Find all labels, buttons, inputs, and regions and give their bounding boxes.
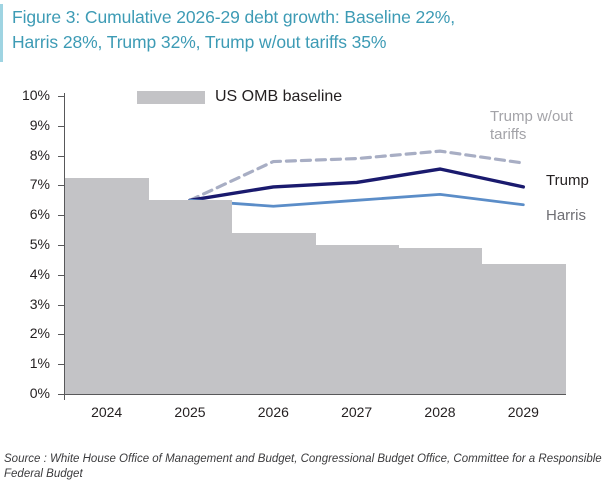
x-tick-label: 2028 xyxy=(424,404,456,420)
y-tick-label: 10% xyxy=(21,87,50,103)
y-tick-mark xyxy=(58,334,65,336)
y-tick-mark xyxy=(58,364,65,366)
x-tick-label: 2024 xyxy=(91,404,123,420)
y-tick-mark xyxy=(58,245,65,246)
baseline-bar xyxy=(65,177,149,394)
baseline-bar xyxy=(148,200,233,394)
x-tick-label: 2025 xyxy=(174,404,206,420)
y-tick-mark xyxy=(58,394,65,395)
page-title: Figure 3: Cumulative 2026-29 debt growth… xyxy=(12,7,455,52)
y-tick-label: 4% xyxy=(29,265,50,282)
y-tick-mark xyxy=(58,274,65,276)
y-tick-label: 3% xyxy=(29,295,50,312)
legend: US OMB baseline xyxy=(137,88,342,106)
legend-swatch-baseline xyxy=(137,90,205,104)
baseline-bar xyxy=(231,233,316,394)
y-tick-mark xyxy=(58,125,65,127)
series-label-trump: Trump xyxy=(546,172,589,189)
baseline-bar xyxy=(481,264,566,394)
y-tick-mark xyxy=(58,185,65,187)
baseline-bar xyxy=(398,247,483,394)
line-harris xyxy=(188,192,525,208)
legend-label-baseline: US OMB baseline xyxy=(215,88,343,105)
title-accent-bar xyxy=(0,4,3,62)
series-label-harris: Harris xyxy=(546,207,586,224)
x-tick-label: 2026 xyxy=(257,404,289,420)
line-trump-no-tariffs xyxy=(188,149,525,202)
baseline-bar xyxy=(315,245,399,394)
y-tick-mark xyxy=(58,96,65,97)
y-tick-mark xyxy=(58,155,65,157)
y-tick-label: 1% xyxy=(29,355,50,372)
source-note: Source : White House Office of Managemen… xyxy=(4,453,602,480)
y-tick-label: 5% xyxy=(29,236,50,252)
title-bar: Figure 3: Cumulative 2026-29 debt growth… xyxy=(0,0,609,66)
y-tick-label: 8% xyxy=(29,146,50,163)
y-tick-mark xyxy=(58,304,65,306)
y-tick-label: 0% xyxy=(29,385,50,401)
series-lines xyxy=(188,149,526,208)
y-tick-label: 9% xyxy=(29,116,50,133)
x-tick-mark xyxy=(64,394,65,400)
plot-area xyxy=(65,96,566,394)
y-tick-label: 6% xyxy=(29,206,50,223)
y-tick-label: 2% xyxy=(29,325,50,342)
line-trump xyxy=(188,167,526,203)
x-tick-label: 2029 xyxy=(507,404,539,420)
x-tick-label: 2027 xyxy=(341,404,373,420)
y-tick-mark xyxy=(58,215,65,217)
series-label-trump-no-tariffs: Trump w/out tariffs xyxy=(490,108,573,143)
x-axis-line xyxy=(64,394,566,395)
y-tick-label: 7% xyxy=(29,176,50,193)
